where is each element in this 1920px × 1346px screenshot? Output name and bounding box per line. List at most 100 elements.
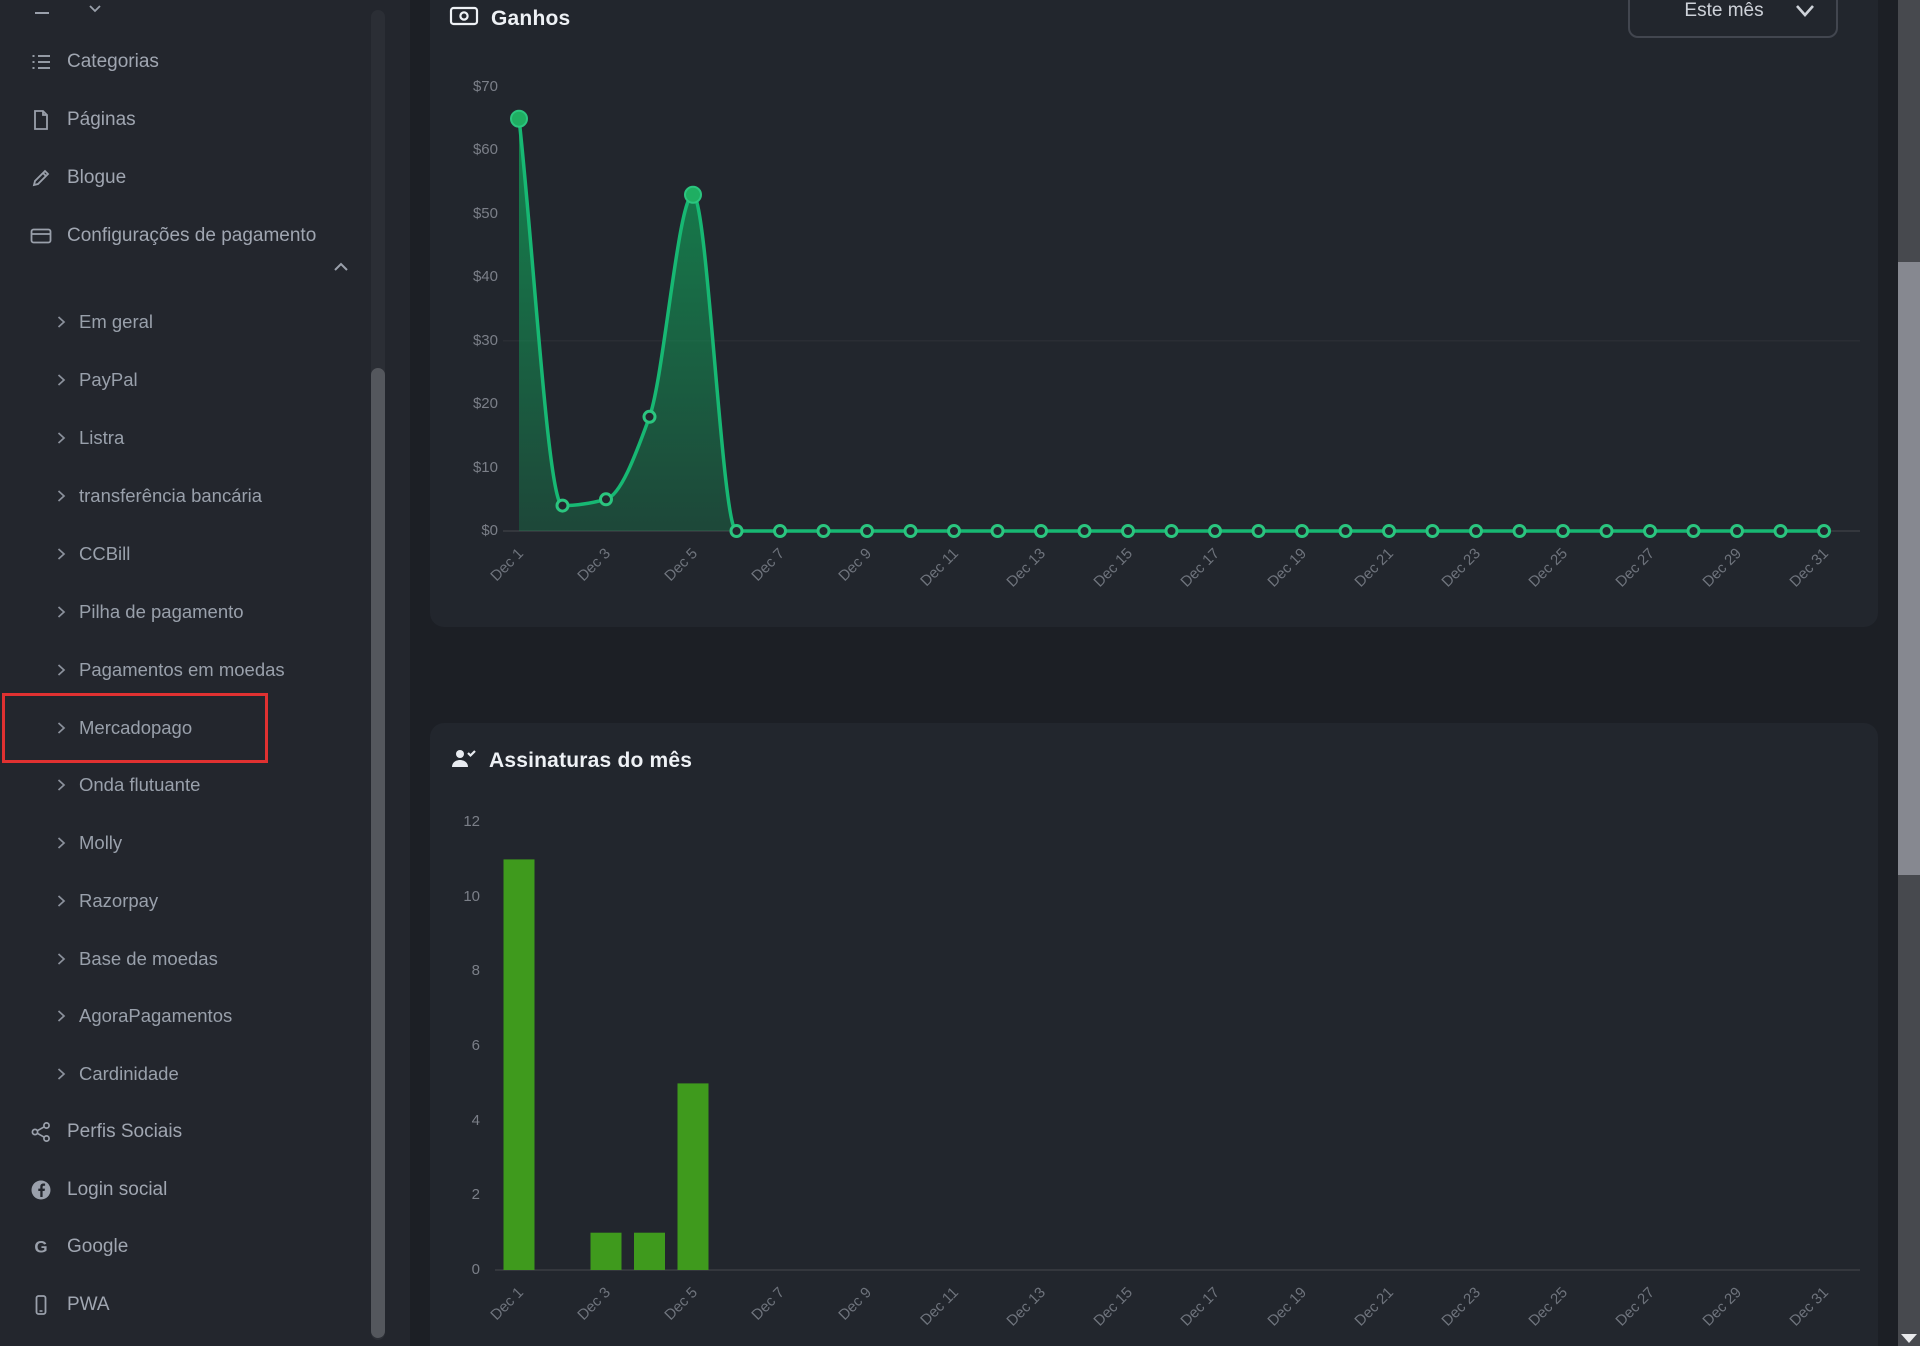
chevron-right-icon: [56, 663, 66, 677]
chevron-right-icon: [56, 1009, 66, 1023]
sidebar-item-categorias[interactable]: Categorias: [0, 39, 368, 85]
sidebar-item-razorpay[interactable]: Razorpay: [0, 878, 368, 924]
mobile-icon: [30, 1294, 52, 1316]
sidebar-item-ccbill[interactable]: CCBill: [0, 531, 368, 577]
sidebar-item-blogue[interactable]: Blogue: [0, 155, 368, 201]
chevron-right-icon: [56, 373, 66, 387]
scroll-down-arrow-icon[interactable]: [1901, 1334, 1917, 1343]
sidebar-item-paginas[interactable]: Páginas: [0, 97, 368, 143]
sidebar-scrollbar-thumb[interactable]: [371, 368, 385, 1338]
page-scrollbar-thumb[interactable]: [1898, 262, 1920, 875]
earnings-ytick-label: $20: [472, 395, 498, 413]
chevron-right-icon: [56, 605, 66, 619]
subscriptions-ytick-label: 6: [471, 1037, 480, 1055]
sidebar-item-login-social[interactable]: Login social: [0, 1167, 368, 1213]
subscriptions-ytick-label: 12: [463, 813, 480, 831]
chevron-down-icon: [1794, 4, 1816, 18]
sidebar-item-label: Listra: [79, 427, 125, 448]
sidebar-item-mercadopago[interactable]: Mercadopago: [0, 705, 368, 751]
sidebar-item-label: Pilha de pagamento: [79, 601, 244, 622]
subscriptions-chart[interactable]: [430, 790, 1878, 1346]
chevron-up-icon[interactable]: [330, 256, 352, 278]
chevron-right-icon: [56, 1067, 66, 1081]
sidebar-item-label: Configurações de pagamento: [67, 225, 317, 246]
sidebar-item-pwa[interactable]: PWA: [0, 1282, 368, 1328]
sidebar-item-em-geral[interactable]: Em geral: [0, 299, 368, 345]
sidebar-item-label: Razorpay: [79, 890, 159, 911]
page-icon: [30, 109, 52, 131]
earnings-ytick-label: $40: [472, 268, 498, 286]
sidebar-item-label: transferência bancária: [79, 485, 263, 506]
sidebar-item-label: Mercadopago: [79, 717, 193, 738]
chevron-right-icon: [56, 721, 66, 735]
sidebar-item-cardinidade[interactable]: Cardinidade: [0, 1051, 368, 1097]
subscriptions-card: Assinaturas do mês: [430, 723, 1878, 1346]
sidebar-item-label: Blogue: [67, 167, 127, 188]
subscriptions-ytick-label: 0: [471, 1261, 480, 1278]
chevron-right-icon: [56, 431, 66, 445]
sidebar-item-label: Molly: [79, 832, 123, 853]
chevron-right-icon: [56, 836, 66, 850]
sidebar-item-label: AgoraPagamentos: [79, 1005, 233, 1026]
sidebar-item-perfis-sociais[interactable]: Perfis Sociais: [0, 1109, 368, 1155]
earnings-ytick-label: $50: [472, 204, 498, 222]
sidebar-item-label: Onda flutuante: [79, 774, 201, 795]
chevron-right-icon: [56, 315, 66, 329]
sidebar-item-label: Cardinidade: [79, 1063, 179, 1084]
earnings-chart[interactable]: [430, 60, 1878, 627]
list-icon: [30, 51, 52, 73]
sidebar-item-label: Base de moedas: [79, 948, 218, 969]
period-select-value: Este mês: [1684, 0, 1764, 21]
earnings-ytick-label: $60: [472, 141, 498, 159]
user-check-icon: [449, 746, 477, 775]
sidebar-item-label: Páginas: [67, 109, 136, 130]
subscriptions-ytick-label: 8: [471, 962, 480, 980]
dash-icon: [30, 0, 52, 20]
credit-card-icon: [30, 225, 52, 247]
sidebar-item-label: Login social: [67, 1179, 168, 1200]
period-select[interactable]: Este mês: [1628, 0, 1838, 38]
sidebar-item-configuracoes-de-pagamento[interactable]: Configurações de pagamento: [0, 213, 368, 259]
subscriptions-ytick-label: 10: [463, 887, 480, 905]
earnings-ytick-label: $0: [481, 522, 498, 539]
sidebar-item-label: Pagamentos em moedas: [79, 659, 285, 680]
earnings-ytick-label: $10: [472, 458, 498, 476]
sidebar-item-label: PWA: [67, 1294, 110, 1315]
earnings-card-title: Ganhos: [491, 6, 571, 30]
chevron-right-icon: [56, 489, 66, 503]
subscriptions-ytick-label: 2: [471, 1186, 480, 1204]
sidebar-item-onda-flutuante[interactable]: Onda flutuante: [0, 762, 368, 808]
sidebar-item-label: Perfis Sociais: [67, 1121, 183, 1142]
sidebar-item-pagamentos-em-moedas[interactable]: Pagamentos em moedas: [0, 647, 368, 693]
earnings-ytick-label: $30: [472, 331, 498, 349]
chevron-right-icon: [56, 547, 66, 561]
chevron-right-icon: [56, 778, 66, 792]
chevron-right-icon: [56, 894, 66, 908]
share-icon: [30, 1121, 52, 1143]
subscriptions-ytick-label: 4: [471, 1111, 480, 1129]
sidebar-item-paypal[interactable]: PayPal: [0, 357, 368, 403]
sidebar-item-google[interactable]: G Google: [0, 1224, 368, 1270]
sidebar-item-base-de-moedas[interactable]: Base de moedas: [0, 936, 368, 982]
subscriptions-card-title: Assinaturas do mês: [489, 748, 693, 772]
pencil-icon: [30, 167, 52, 189]
sidebar-item-label: CCBill: [79, 543, 131, 564]
sidebar-item-molly[interactable]: Molly: [0, 820, 368, 866]
sidebar-item-listra[interactable]: Listra: [0, 415, 368, 461]
sidebar-item-label: Em geral: [79, 311, 154, 332]
sidebar-item-partial[interactable]: [0, 0, 368, 32]
chevron-down-icon: [87, 0, 103, 20]
sidebar-item-agorapagamentos[interactable]: AgoraPagamentos: [0, 993, 368, 1039]
sidebar-item-label: Google: [67, 1236, 129, 1257]
sidebar: Categorias Páginas Blogue Configurações de …: [0, 0, 410, 1346]
google-icon: G: [30, 1236, 52, 1258]
sidebar-item-transferencia-bancaria[interactable]: transferência bancária: [0, 473, 368, 519]
svg-text:G: G: [34, 1238, 47, 1257]
sidebar-item-pilha-de-pagamento[interactable]: Pilha de pagamento: [0, 589, 368, 635]
money-icon: [449, 4, 479, 33]
facebook-icon: [30, 1179, 52, 1201]
sidebar-item-label: PayPal: [79, 369, 138, 390]
sidebar-item-label: Categorias: [67, 51, 159, 72]
chevron-right-icon: [56, 952, 66, 966]
